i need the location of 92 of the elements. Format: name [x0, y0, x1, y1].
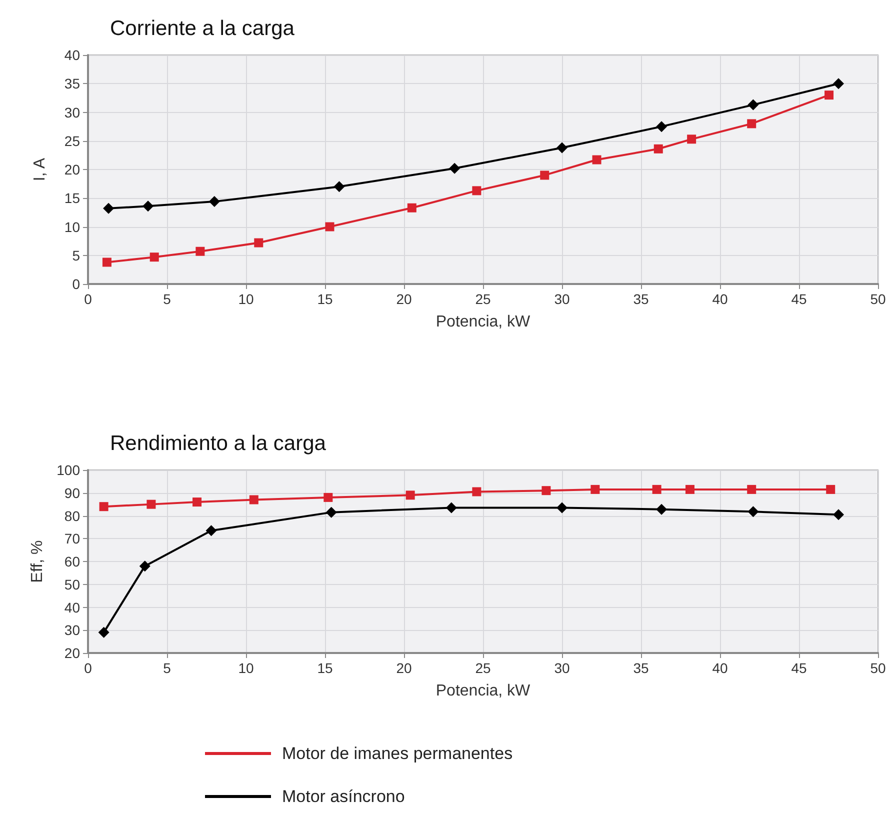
point [542, 486, 551, 496]
point [196, 246, 205, 256]
x-axis-title: Potencia, kW [436, 682, 532, 700]
y-axis-title: Eff, % [29, 540, 46, 583]
point [99, 502, 108, 512]
y-tick-label: 40 [64, 599, 80, 616]
point [656, 504, 668, 515]
x-tick-label: 25 [475, 660, 491, 676]
x-tick-label: 50 [870, 660, 886, 676]
y-tick-label: 25 [64, 132, 80, 149]
point [192, 498, 202, 507]
point [824, 90, 834, 100]
legend-label: Motor asíncrono [282, 787, 405, 806]
x-tick-label: 40 [712, 660, 728, 676]
point [407, 203, 416, 212]
x-tick-label: 10 [238, 291, 254, 307]
point [334, 181, 345, 192]
point [654, 144, 663, 154]
y-tick-label: 30 [64, 104, 80, 120]
x-tick-label: 35 [633, 660, 649, 676]
y-tick-label: 20 [64, 645, 80, 661]
point [139, 560, 150, 572]
x-tick-label: 20 [396, 291, 412, 307]
y-tick-label: 90 [64, 484, 80, 501]
x-tick-label: 0 [84, 660, 92, 676]
chart-title: Rendimiento a la carga [110, 432, 326, 455]
point [150, 252, 159, 262]
point [556, 502, 568, 514]
y-tick-label: 0 [72, 276, 80, 292]
x-tick-label: 45 [791, 291, 807, 307]
point [472, 186, 482, 196]
point [206, 525, 217, 536]
point [826, 484, 836, 494]
point [747, 119, 756, 128]
y-tick-label: 30 [64, 622, 80, 638]
y-tick-label: 50 [64, 576, 80, 592]
point [747, 484, 756, 494]
point [254, 238, 264, 248]
x-tick-label: 15 [317, 660, 333, 676]
y-tick-label: 70 [64, 530, 80, 547]
y-tick-label: 20 [64, 162, 80, 178]
x-tick-label: 30 [554, 660, 570, 676]
legend-label: Motor de imanes permanentes [282, 744, 513, 763]
point [833, 78, 844, 90]
x-tick-label: 20 [396, 660, 412, 676]
point [324, 492, 333, 502]
y-tick-label: 40 [64, 47, 80, 63]
point [685, 484, 694, 494]
point [446, 502, 457, 514]
point [103, 202, 114, 214]
point [656, 121, 668, 132]
x-tick-label: 5 [163, 291, 172, 307]
y-tick-label: 80 [64, 508, 80, 524]
y-tick-label: 5 [72, 247, 80, 264]
point [142, 200, 154, 212]
x-tick-label: 0 [84, 291, 92, 307]
point [590, 484, 600, 494]
chart-title: Corriente a la carga [110, 17, 295, 40]
x-tick-label: 25 [475, 291, 491, 307]
point [249, 495, 258, 504]
point [652, 484, 662, 494]
y-tick-label: 100 [56, 462, 80, 478]
point [146, 500, 156, 509]
point [325, 222, 334, 232]
x-tick-label: 30 [554, 291, 570, 307]
point [472, 487, 482, 496]
x-tick-label: 10 [238, 660, 254, 676]
y-tick-label: 10 [64, 218, 80, 235]
x-tick-label: 35 [633, 291, 649, 307]
point [540, 170, 550, 180]
x-axis-title: Potencia, kW [436, 314, 532, 330]
x-tick-label: 5 [163, 660, 172, 676]
point [326, 506, 337, 518]
y-tick-label: 35 [64, 76, 80, 92]
point [687, 134, 696, 144]
y-tick-label: 15 [64, 190, 80, 206]
point [208, 196, 220, 208]
x-tick-label: 45 [791, 660, 807, 676]
point [833, 509, 844, 520]
x-tick-label: 50 [870, 291, 886, 307]
point [102, 258, 112, 267]
point [449, 162, 460, 174]
x-tick-label: 15 [317, 291, 333, 307]
point [98, 626, 110, 638]
y-axis-title: I, A [32, 158, 48, 182]
y-tick-label: 60 [64, 554, 80, 570]
point [556, 142, 568, 154]
x-tick-label: 40 [712, 291, 728, 307]
point [748, 506, 759, 518]
point [406, 490, 415, 500]
point [748, 99, 759, 110]
point [592, 155, 602, 164]
